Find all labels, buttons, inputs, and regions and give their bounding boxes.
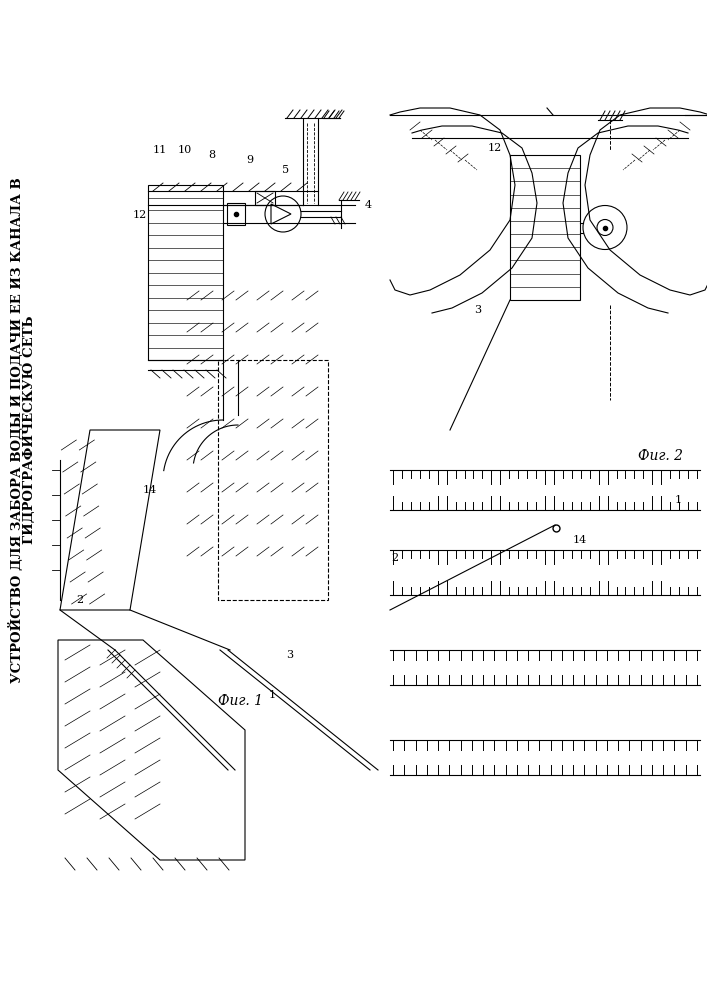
Text: 3: 3: [474, 305, 481, 315]
Bar: [218, 360, 328, 600]
Text: 12: 12: [133, 210, 147, 220]
Text: 1: 1: [674, 495, 682, 505]
Text: 14: 14: [573, 535, 587, 545]
Text: 3: 3: [286, 650, 293, 660]
Text: УСТРОЙСТВО ДЛЯ ЗАБОРА ВОДЫ И ПОДАЧИ ЕЕ ИЗ КАНАЛА В: УСТРОЙСТВО ДЛЯ ЗАБОРА ВОДЫ И ПОДАЧИ ЕЕ И…: [9, 177, 25, 683]
Text: 10: 10: [178, 145, 192, 155]
Text: 9: 9: [247, 155, 254, 165]
Text: 11: 11: [153, 145, 167, 155]
Text: 2: 2: [392, 553, 399, 563]
Text: ГИДРОГРАФИЧЕСКУЮ СЕТЬ: ГИДРОГРАФИЧЕСКУЮ СЕТЬ: [23, 316, 37, 544]
Text: 2: 2: [76, 595, 83, 605]
Text: 12: 12: [488, 143, 502, 153]
Text: 4: 4: [364, 200, 372, 210]
Bar: [510, 155, 580, 300]
Text: Фиг. 2: Фиг. 2: [638, 449, 682, 463]
Text: 8: 8: [209, 150, 216, 160]
Text: 1: 1: [269, 690, 276, 700]
Text: 5: 5: [282, 165, 290, 175]
Bar: [227, 203, 245, 225]
Text: 14: 14: [143, 485, 157, 495]
Text: Фиг. 1: Фиг. 1: [218, 694, 262, 708]
Bar: [148, 185, 223, 360]
